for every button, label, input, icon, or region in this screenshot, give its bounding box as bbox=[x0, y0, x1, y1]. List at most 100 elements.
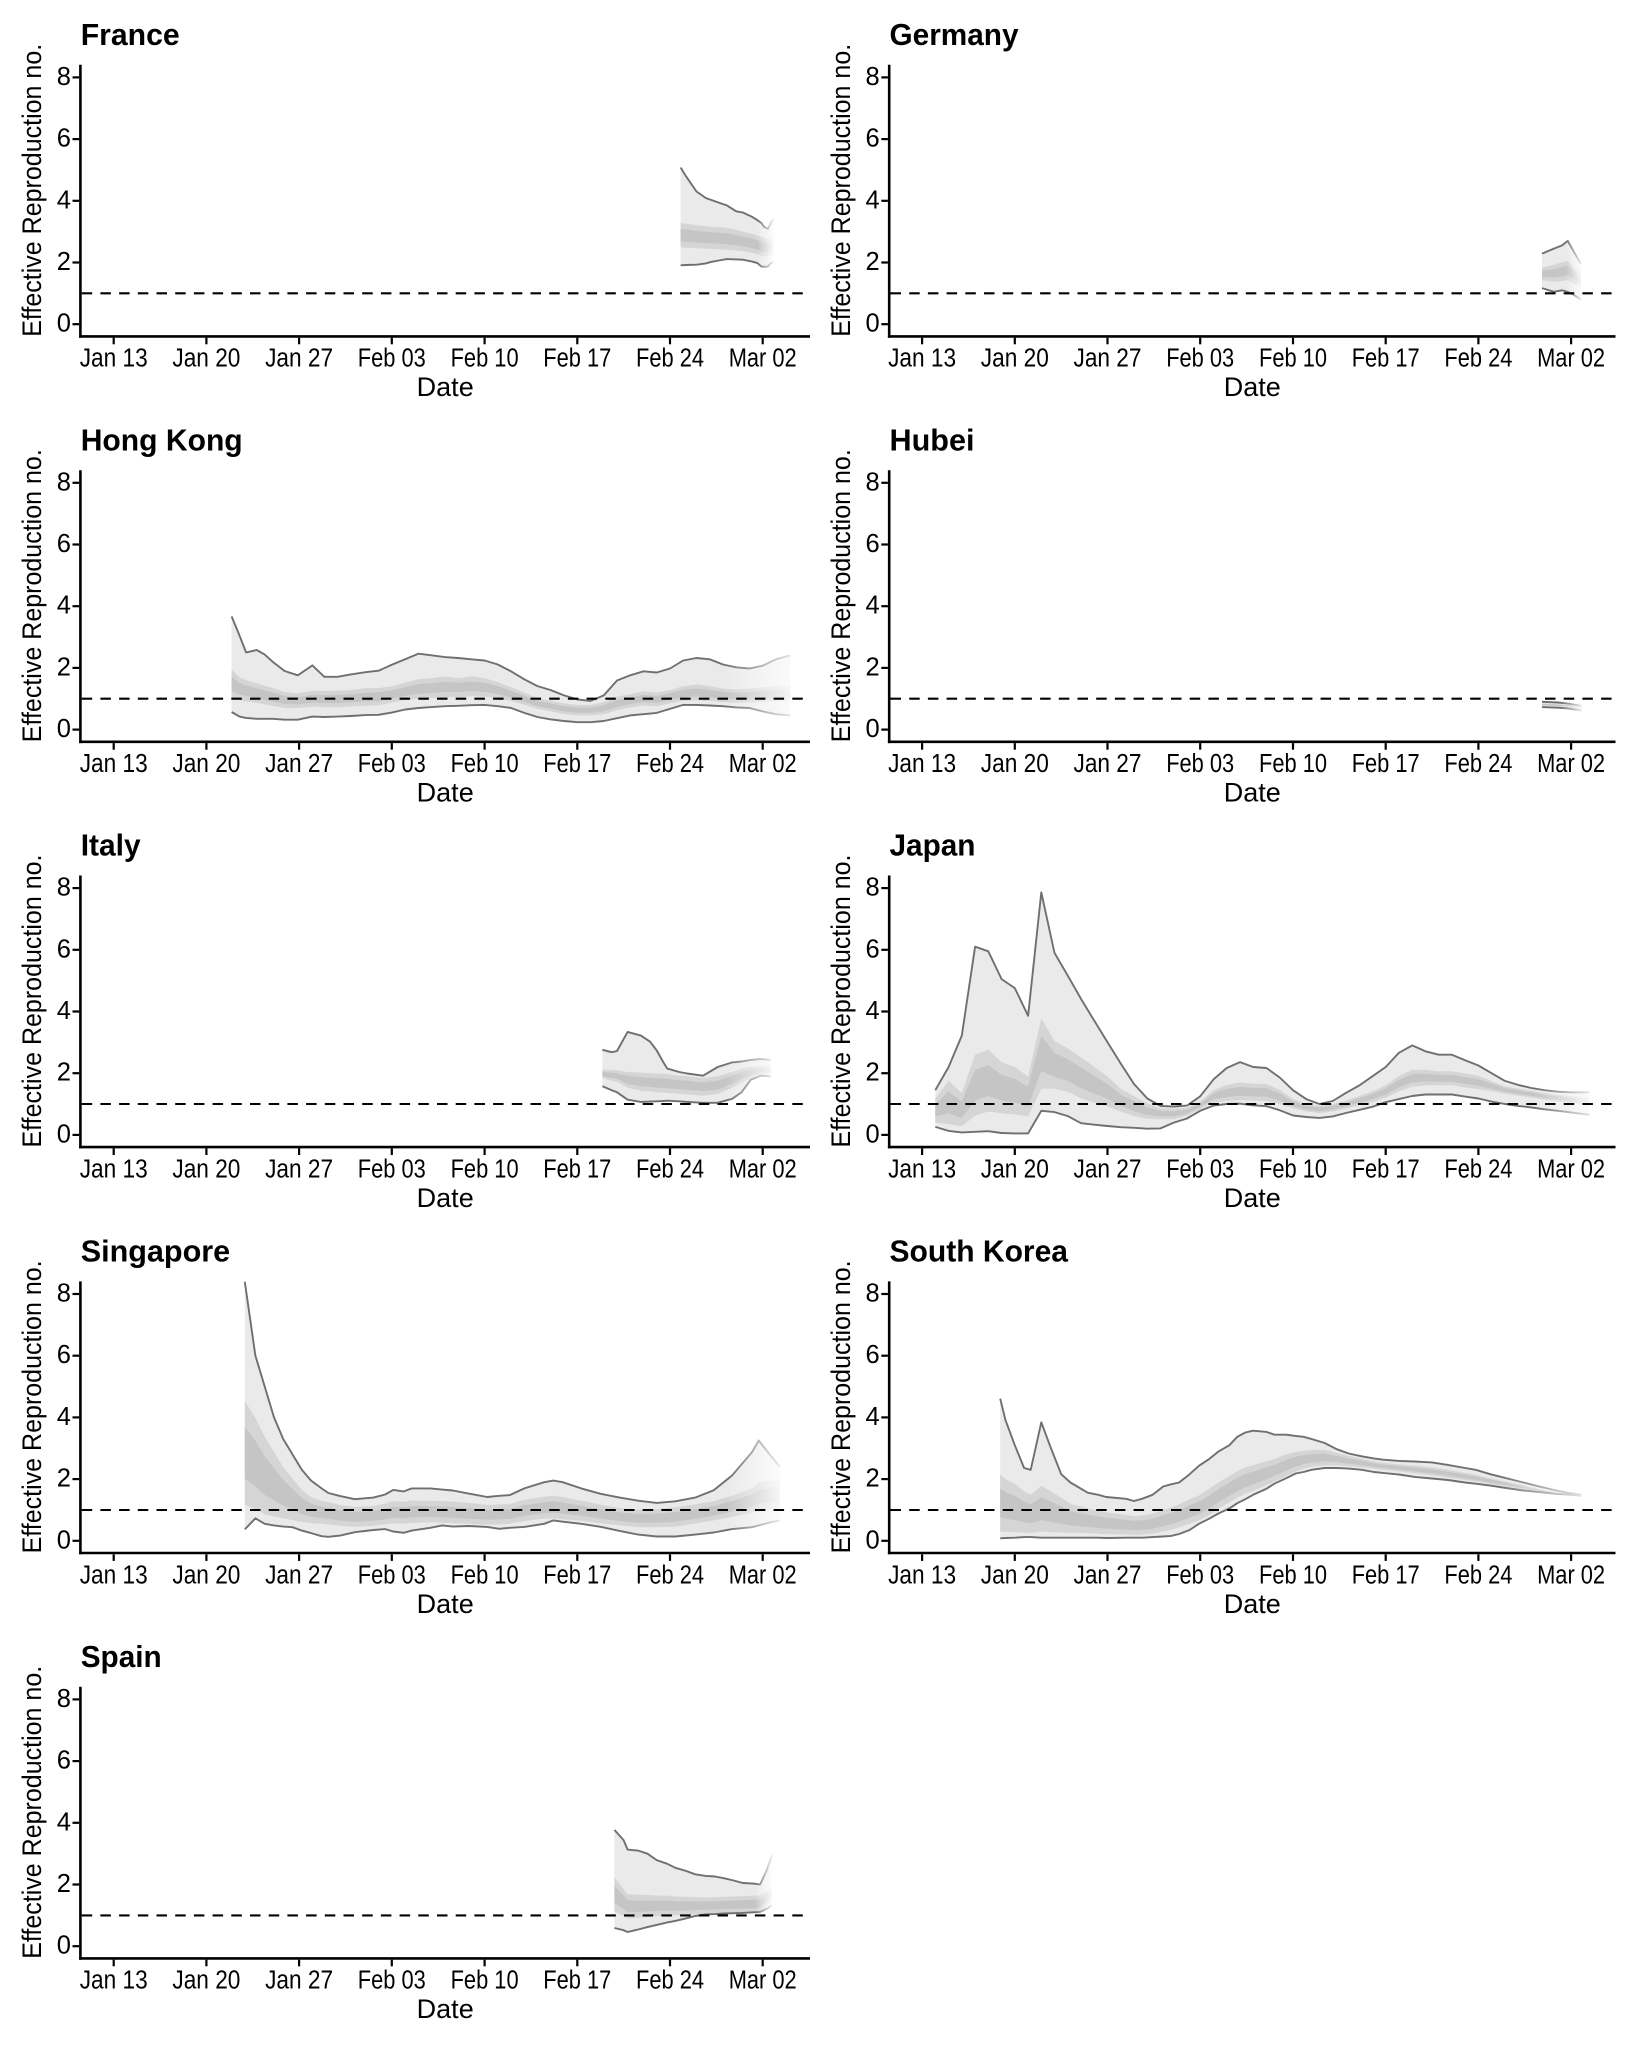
svg-text:Feb 10: Feb 10 bbox=[1259, 1155, 1327, 1183]
svg-text:Feb 03: Feb 03 bbox=[358, 1967, 426, 1995]
svg-text:Jan 13: Jan 13 bbox=[80, 1155, 148, 1183]
svg-text:Singapore: Singapore bbox=[81, 1234, 231, 1269]
svg-text:Feb 03: Feb 03 bbox=[1166, 750, 1234, 778]
svg-text:0: 0 bbox=[57, 1932, 71, 1960]
svg-text:0: 0 bbox=[866, 310, 880, 338]
svg-text:4: 4 bbox=[866, 997, 880, 1025]
svg-text:Effective Reproduction no.: Effective Reproduction no. bbox=[17, 44, 47, 337]
svg-text:0: 0 bbox=[57, 1120, 71, 1148]
svg-text:Feb 10: Feb 10 bbox=[451, 1155, 519, 1183]
svg-text:South Korea: South Korea bbox=[890, 1234, 1069, 1269]
svg-text:Effective Reproduction no.: Effective Reproduction no. bbox=[826, 1260, 856, 1553]
svg-text:Jan 13: Jan 13 bbox=[888, 1155, 956, 1183]
svg-text:Feb 24: Feb 24 bbox=[636, 1155, 704, 1183]
svg-text:2: 2 bbox=[57, 1059, 71, 1087]
svg-text:6: 6 bbox=[866, 530, 880, 558]
svg-text:2: 2 bbox=[57, 1465, 71, 1493]
svg-text:Effective Reproduction no.: Effective Reproduction no. bbox=[17, 1260, 47, 1553]
svg-text:Mar 02: Mar 02 bbox=[729, 750, 797, 778]
svg-text:Feb 10: Feb 10 bbox=[1259, 1561, 1327, 1589]
svg-text:6: 6 bbox=[57, 1747, 71, 1775]
svg-text:Feb 17: Feb 17 bbox=[543, 1967, 611, 1995]
svg-text:2: 2 bbox=[866, 248, 880, 276]
svg-text:Effective Reproduction no.: Effective Reproduction no. bbox=[17, 449, 47, 742]
svg-text:8: 8 bbox=[57, 1280, 71, 1308]
svg-text:0: 0 bbox=[866, 715, 880, 743]
svg-text:Jan 13: Jan 13 bbox=[888, 1561, 956, 1589]
svg-text:Jan 20: Jan 20 bbox=[981, 750, 1049, 778]
svg-text:8: 8 bbox=[57, 1685, 71, 1713]
svg-text:Feb 10: Feb 10 bbox=[1259, 750, 1327, 778]
svg-text:0: 0 bbox=[57, 310, 71, 338]
svg-text:Jan 20: Jan 20 bbox=[172, 1561, 240, 1589]
svg-text:4: 4 bbox=[866, 592, 880, 620]
svg-text:Jan 13: Jan 13 bbox=[80, 1561, 148, 1589]
svg-text:Jan 27: Jan 27 bbox=[1074, 1561, 1142, 1589]
svg-text:2: 2 bbox=[866, 1465, 880, 1493]
svg-text:Jan 13: Jan 13 bbox=[888, 750, 956, 778]
svg-text:Feb 24: Feb 24 bbox=[636, 1561, 704, 1589]
svg-text:Japan: Japan bbox=[890, 828, 976, 863]
svg-text:4: 4 bbox=[57, 1403, 71, 1431]
svg-text:Feb 10: Feb 10 bbox=[451, 1967, 519, 1995]
svg-text:Feb 03: Feb 03 bbox=[1166, 345, 1234, 373]
svg-text:Feb 10: Feb 10 bbox=[451, 1561, 519, 1589]
svg-text:Jan 13: Jan 13 bbox=[80, 750, 148, 778]
svg-text:Jan 27: Jan 27 bbox=[265, 1967, 333, 1995]
svg-text:Feb 17: Feb 17 bbox=[543, 345, 611, 373]
svg-text:Date: Date bbox=[1224, 778, 1281, 808]
svg-text:2: 2 bbox=[57, 248, 71, 276]
svg-text:Jan 27: Jan 27 bbox=[265, 750, 333, 778]
svg-text:Jan 20: Jan 20 bbox=[172, 750, 240, 778]
svg-text:8: 8 bbox=[866, 63, 880, 91]
svg-text:Feb 03: Feb 03 bbox=[358, 345, 426, 373]
svg-text:4: 4 bbox=[866, 1403, 880, 1431]
svg-text:Jan 27: Jan 27 bbox=[1074, 750, 1142, 778]
svg-text:6: 6 bbox=[57, 1341, 71, 1369]
svg-text:Feb 10: Feb 10 bbox=[1259, 345, 1327, 373]
svg-text:8: 8 bbox=[866, 468, 880, 496]
svg-text:2: 2 bbox=[57, 653, 71, 681]
svg-text:Date: Date bbox=[417, 778, 474, 808]
svg-text:Feb 03: Feb 03 bbox=[358, 750, 426, 778]
svg-text:Jan 13: Jan 13 bbox=[80, 345, 148, 373]
svg-text:Jan 27: Jan 27 bbox=[1074, 1155, 1142, 1183]
svg-text:Date: Date bbox=[1224, 1183, 1281, 1213]
svg-text:0: 0 bbox=[57, 1526, 71, 1554]
svg-text:Effective Reproduction no.: Effective Reproduction no. bbox=[17, 855, 47, 1148]
svg-text:Hubei: Hubei bbox=[890, 422, 975, 457]
svg-text:4: 4 bbox=[57, 186, 71, 214]
svg-text:2: 2 bbox=[866, 653, 880, 681]
svg-text:Date: Date bbox=[417, 372, 474, 402]
svg-text:Feb 17: Feb 17 bbox=[1352, 1561, 1420, 1589]
svg-text:Feb 24: Feb 24 bbox=[636, 1967, 704, 1995]
svg-text:4: 4 bbox=[866, 186, 880, 214]
svg-text:6: 6 bbox=[57, 125, 71, 153]
svg-text:Spain: Spain bbox=[81, 1639, 162, 1674]
svg-text:4: 4 bbox=[57, 997, 71, 1025]
svg-text:Mar 02: Mar 02 bbox=[1537, 1155, 1605, 1183]
svg-text:Effective Reproduction no.: Effective Reproduction no. bbox=[826, 449, 856, 742]
svg-text:6: 6 bbox=[866, 125, 880, 153]
svg-text:0: 0 bbox=[866, 1120, 880, 1148]
svg-text:Jan 20: Jan 20 bbox=[981, 1155, 1049, 1183]
svg-text:Mar 02: Mar 02 bbox=[1537, 345, 1605, 373]
svg-text:Jan 13: Jan 13 bbox=[888, 345, 956, 373]
svg-text:Effective Reproduction no.: Effective Reproduction no. bbox=[17, 1666, 47, 1959]
svg-text:6: 6 bbox=[57, 935, 71, 963]
svg-text:Feb 24: Feb 24 bbox=[636, 750, 704, 778]
svg-text:2: 2 bbox=[57, 1870, 71, 1898]
svg-text:Feb 03: Feb 03 bbox=[1166, 1561, 1234, 1589]
svg-text:Effective Reproduction no.: Effective Reproduction no. bbox=[826, 855, 856, 1148]
svg-text:Jan 20: Jan 20 bbox=[172, 345, 240, 373]
svg-text:Mar 02: Mar 02 bbox=[1537, 750, 1605, 778]
svg-text:4: 4 bbox=[57, 1808, 71, 1836]
svg-text:Mar 02: Mar 02 bbox=[729, 1155, 797, 1183]
svg-text:Mar 02: Mar 02 bbox=[729, 1561, 797, 1589]
svg-text:6: 6 bbox=[866, 935, 880, 963]
svg-text:Date: Date bbox=[1224, 372, 1281, 402]
svg-text:France: France bbox=[81, 17, 180, 52]
svg-text:Feb 17: Feb 17 bbox=[543, 1155, 611, 1183]
svg-text:Feb 24: Feb 24 bbox=[1444, 750, 1512, 778]
svg-text:Jan 20: Jan 20 bbox=[981, 345, 1049, 373]
